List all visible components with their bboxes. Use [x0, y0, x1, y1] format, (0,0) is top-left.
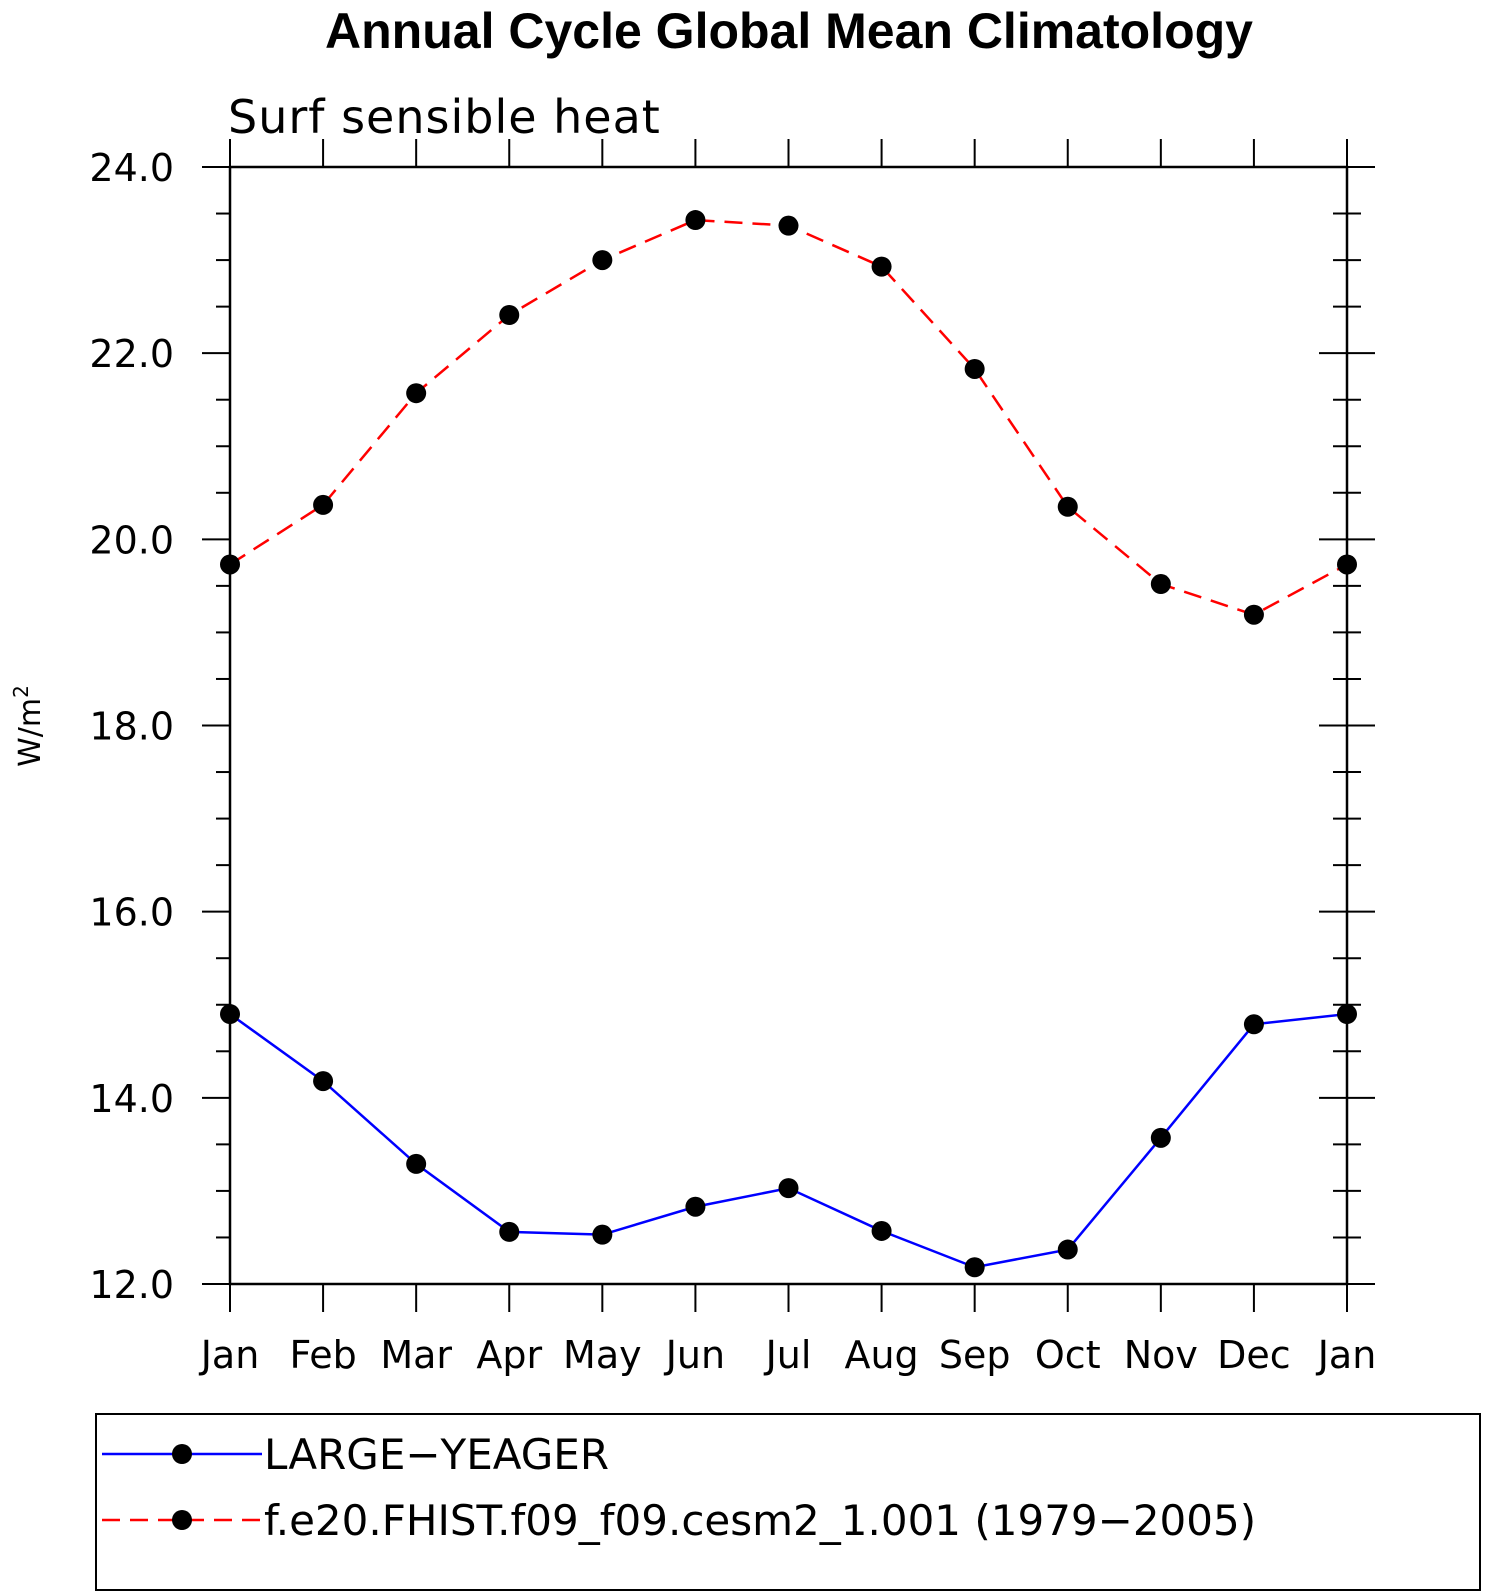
- x-tick-label: Jan: [199, 1333, 260, 1377]
- series-layer: [220, 210, 1357, 1278]
- series-1-marker: [778, 1178, 799, 1199]
- series-1-marker: [685, 1196, 706, 1217]
- series-1-marker: [499, 1221, 520, 1242]
- legend-label-2: f.e20.FHIST.f09_f09.cesm2_1.001 (1979−20…: [264, 1496, 1256, 1545]
- series-2-marker: [1150, 574, 1171, 595]
- series-1-marker: [871, 1220, 892, 1241]
- legend-label-1: LARGE−YEAGER: [264, 1430, 609, 1479]
- series-1-marker: [1057, 1239, 1078, 1260]
- chart-subtitle: Surf sensible heat: [228, 90, 661, 144]
- series-line-2: [229, 218, 1348, 617]
- axis-ticks: [202, 139, 1375, 1312]
- y-tick-label: 20.0: [89, 518, 174, 562]
- series-2-marker: [1337, 554, 1357, 575]
- series-2-marker: [1057, 496, 1078, 517]
- series-2-marker: [964, 358, 985, 379]
- x-tick-label: Feb: [289, 1333, 356, 1377]
- x-tick-label: Apr: [476, 1333, 542, 1377]
- series-2-marker: [406, 383, 427, 404]
- y-tick-label: 14.0: [89, 1077, 174, 1121]
- series-1-marker: [964, 1257, 985, 1278]
- y-axis-label: W/m2: [9, 685, 48, 767]
- series-2-marker: [778, 215, 799, 236]
- chart-title: Annual Cycle Global Mean Climatology: [325, 3, 1253, 59]
- x-tick-label: Nov: [1124, 1333, 1198, 1377]
- series-line-1: [229, 1012, 1348, 1269]
- x-tick-label: Jun: [664, 1333, 725, 1377]
- y-tick-label: 12.0: [89, 1263, 174, 1307]
- legend-box: [95, 1413, 1481, 1591]
- series-1-marker: [406, 1153, 427, 1174]
- series-2-marker: [1243, 604, 1264, 625]
- x-tick-label: Mar: [380, 1333, 452, 1377]
- legend-marker-1: [172, 1444, 192, 1464]
- series-1-marker: [592, 1224, 613, 1245]
- x-tick-label: May: [563, 1333, 642, 1377]
- x-tick-label: Aug: [844, 1333, 918, 1377]
- series-1-marker: [1243, 1014, 1264, 1035]
- series-2-marker: [871, 256, 892, 277]
- x-axis-tick-labels: Jan Feb Mar Apr May Jun Jul Aug Sep Oct Nov Dec Jan: [199, 1333, 1377, 1377]
- x-tick-label: Jan: [1316, 1333, 1377, 1377]
- y-tick-label: 16.0: [89, 891, 174, 935]
- series-2-marker: [220, 554, 240, 575]
- series-1-marker: [1337, 1004, 1357, 1025]
- series-2-marker: [685, 210, 706, 231]
- x-tick-label: Dec: [1217, 1333, 1291, 1377]
- series-2-marker: [499, 305, 520, 326]
- y-axis-label-text: W/m: [13, 698, 48, 767]
- series-1-marker: [313, 1071, 334, 1092]
- y-axis-label-superscript: 2: [9, 685, 33, 698]
- x-tick-label: Oct: [1035, 1333, 1101, 1377]
- y-tick-label: 22.0: [89, 332, 174, 376]
- legend: LARGE−YEAGER f.e20.FHIST.f09_f09.cesm2_1.…: [102, 1430, 1256, 1545]
- series-2-marker: [313, 494, 334, 515]
- legend-marker-2: [172, 1510, 192, 1530]
- y-tick-label: 24.0: [89, 146, 174, 190]
- y-axis-tick-labels: 12.0 14.0 16.0 18.0 20.0 22.0 24.0: [89, 146, 174, 1307]
- series-2-marker: [592, 250, 613, 271]
- x-tick-label: Jul: [764, 1333, 812, 1377]
- x-tick-label: Sep: [939, 1333, 1011, 1377]
- series-1-marker: [220, 1004, 240, 1025]
- y-tick-label: 18.0: [89, 705, 174, 749]
- series-1-marker: [1150, 1127, 1171, 1148]
